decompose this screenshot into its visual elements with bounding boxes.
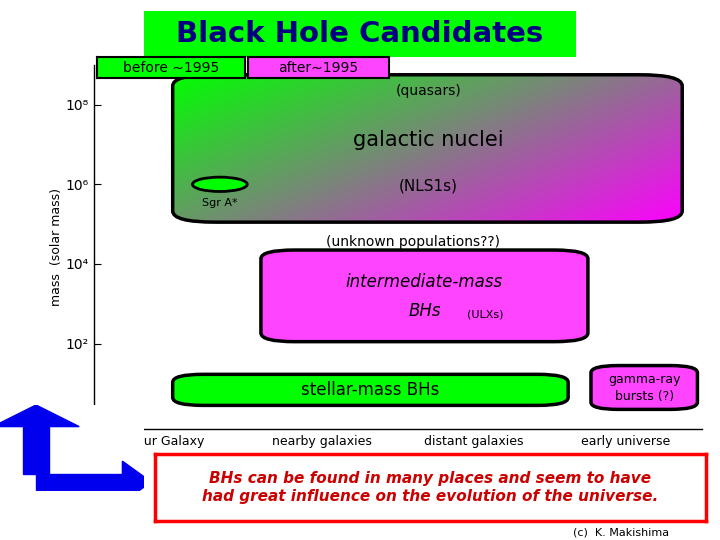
Text: Black Hole Candidates: Black Hole Candidates bbox=[176, 20, 544, 48]
FancyBboxPatch shape bbox=[173, 374, 568, 406]
Text: BHs can be found in many places and seem to have
had great influence on the evol: BHs can be found in many places and seem… bbox=[202, 471, 658, 503]
FancyBboxPatch shape bbox=[261, 250, 588, 342]
Text: intermediate-mass: intermediate-mass bbox=[346, 273, 503, 291]
Polygon shape bbox=[122, 461, 151, 503]
Text: (NLS1s): (NLS1s) bbox=[399, 179, 458, 194]
Polygon shape bbox=[23, 427, 49, 474]
Text: gamma-ray: gamma-ray bbox=[608, 373, 680, 386]
Circle shape bbox=[192, 177, 247, 192]
Y-axis label: mass  (solar mass): mass (solar mass) bbox=[50, 188, 63, 306]
Text: (unknown populations??): (unknown populations??) bbox=[326, 235, 500, 249]
Text: after∼1995: after∼1995 bbox=[279, 60, 359, 75]
Text: stellar-mass BHs: stellar-mass BHs bbox=[301, 381, 440, 399]
Text: galactic nuclei: galactic nuclei bbox=[353, 131, 503, 151]
Text: BHs: BHs bbox=[408, 302, 441, 320]
FancyBboxPatch shape bbox=[591, 366, 698, 409]
Polygon shape bbox=[0, 405, 79, 427]
Text: Sgr A*: Sgr A* bbox=[202, 198, 238, 208]
Text: (c)  K. Makishima: (c) K. Makishima bbox=[573, 527, 670, 537]
Polygon shape bbox=[36, 474, 122, 490]
Text: (quasars): (quasars) bbox=[395, 84, 461, 98]
Text: (ULXs): (ULXs) bbox=[467, 309, 503, 319]
Text: before ∼1995: before ∼1995 bbox=[123, 60, 219, 75]
Text: bursts (?): bursts (?) bbox=[615, 390, 674, 403]
